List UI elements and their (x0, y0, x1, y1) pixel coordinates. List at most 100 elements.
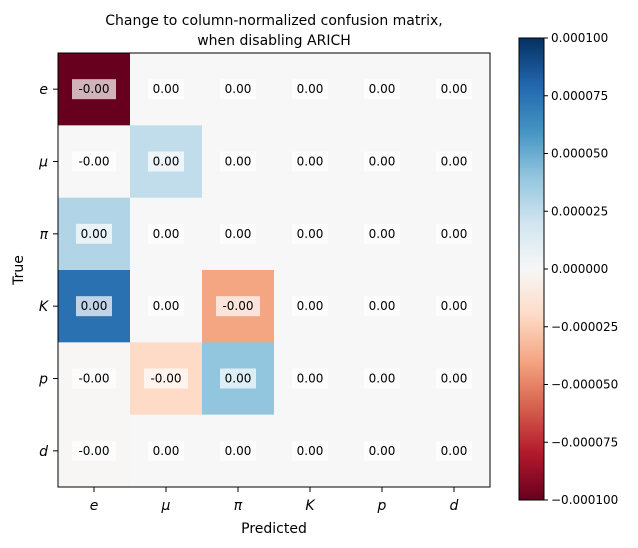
cell-value-label: -0.00 (78, 82, 109, 96)
cell-value-label: 0.00 (441, 444, 468, 458)
cell-label-box (292, 296, 328, 317)
cell-value-label: 0.00 (153, 82, 180, 96)
cell-label-box (148, 79, 184, 100)
colorbar-tick-label: −0.000050 (551, 378, 618, 392)
cell-value-label: 0.00 (297, 227, 324, 241)
plot-frame (57, 52, 491, 488)
y-tick-label: d (39, 444, 48, 460)
cell-value-label: 0.00 (225, 82, 252, 96)
cell-value-label: 0.00 (297, 372, 324, 386)
cell-label-box (220, 440, 256, 461)
cell-value-label: 0.00 (225, 155, 252, 169)
colorbar-tick-label: 0.000050 (551, 147, 608, 161)
colorbar-tick-label: 0.000025 (551, 204, 608, 218)
cell-label-box (364, 440, 400, 461)
colorbar-tick-label: 0.000075 (551, 89, 608, 103)
chart-title-line-2: when disabling ARICH (197, 33, 351, 49)
cell-label-box (292, 151, 328, 172)
cell-value-label: 0.00 (441, 372, 468, 386)
cell-value-label: -0.00 (222, 299, 253, 313)
cell-value-label: 0.00 (153, 299, 180, 313)
cell-label-box (220, 223, 256, 244)
cell-value-label: 0.00 (81, 299, 108, 313)
cell-label-box (436, 151, 472, 172)
cell-value-label: 0.00 (225, 444, 252, 458)
cell-value-label: 0.00 (441, 82, 468, 96)
y-tick-label: K (39, 299, 50, 315)
y-tick-label: p (38, 372, 48, 388)
colorbar-tick-label: −0.000100 (551, 493, 618, 507)
cell-label-box (436, 368, 472, 389)
colorbar-tick-label: 0.000100 (551, 31, 608, 45)
cell-value-label: 0.00 (153, 227, 180, 241)
cell-label-box (144, 368, 188, 389)
cell-value-label: 0.00 (441, 299, 468, 313)
x-tick-label: d (450, 498, 459, 514)
cell-label-box (220, 151, 256, 172)
colorbar-tick-label: −0.000075 (551, 435, 618, 449)
cell-value-label: 0.00 (297, 299, 324, 313)
y-tick-label: π (40, 227, 49, 243)
x-tick-label: π (234, 498, 243, 514)
y-axis-label: True (11, 255, 27, 286)
cell-value-label: 0.00 (369, 444, 396, 458)
y-axis-ticks: e μ π Kp d (38, 82, 58, 460)
x-tick-label: p (377, 498, 387, 514)
cell-value-label: 0.00 (297, 444, 324, 458)
cell-label-box (292, 79, 328, 100)
cell-label-box (364, 368, 400, 389)
colorbar (518, 37, 545, 501)
y-tick-label: μ (38, 155, 48, 171)
cell-value-label: 0.00 (369, 82, 396, 96)
colorbar-tick-label: 0.000000 (551, 262, 608, 276)
x-tick-label: K (305, 498, 316, 514)
cell-value-label: 0.00 (441, 155, 468, 169)
cell-value-label: 0.00 (369, 155, 396, 169)
cell-label-box (76, 223, 112, 244)
cell-label-box (72, 79, 116, 100)
x-tick-label: e (90, 498, 99, 514)
cell-label-box (148, 296, 184, 317)
cell-value-label: 0.00 (81, 227, 108, 241)
cell-value-label: 0.00 (153, 155, 180, 169)
cell-value-label: 0.00 (369, 227, 396, 241)
cell-label-box (72, 368, 116, 389)
cell-label-box (436, 79, 472, 100)
cell-value-label: 0.00 (153, 444, 180, 458)
cell-value-label: -0.00 (78, 155, 109, 169)
chart-title-line-1: Change to column-normalized confusion ma… (105, 13, 442, 29)
cell-value-label: 0.00 (225, 372, 252, 386)
cell-label-box (76, 296, 112, 317)
cell-value-label: -0.00 (78, 372, 109, 386)
cell-label-box (364, 296, 400, 317)
cell-label-box (364, 151, 400, 172)
cell-label-box (220, 79, 256, 100)
x-axis-label: Predicted (241, 521, 307, 537)
colorbar-tick-label: −0.000025 (551, 320, 618, 334)
cell-label-box (148, 223, 184, 244)
cell-value-label: 0.00 (297, 82, 324, 96)
cell-label-box (364, 223, 400, 244)
x-tick-label: μ (161, 498, 171, 514)
cell-label-box (148, 151, 184, 172)
cell-label-box (216, 296, 260, 317)
cell-label-box (220, 368, 256, 389)
cell-label-box (436, 440, 472, 461)
cell-value-label: 0.00 (225, 227, 252, 241)
cell-label-box (436, 223, 472, 244)
cell-label-box (72, 440, 116, 461)
cell-label-box (148, 440, 184, 461)
cell-value-label: 0.00 (369, 372, 396, 386)
cell-value-label: -0.00 (78, 444, 109, 458)
cell-label-box (436, 296, 472, 317)
y-tick-label: e (39, 82, 48, 98)
cell-label-box (364, 79, 400, 100)
cell-value-label: 0.00 (369, 299, 396, 313)
cell-label-box (292, 440, 328, 461)
cell-value-label: 0.00 (297, 155, 324, 169)
cell-value-label: 0.00 (441, 227, 468, 241)
cell-label-box (292, 223, 328, 244)
cell-label-box (292, 368, 328, 389)
